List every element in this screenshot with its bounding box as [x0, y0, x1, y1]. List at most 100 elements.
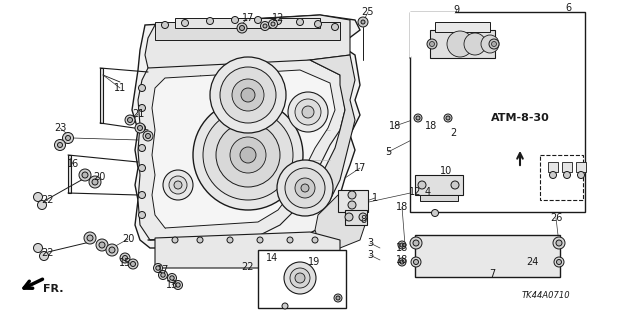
Text: 4: 4	[425, 187, 431, 197]
Circle shape	[161, 21, 168, 28]
Circle shape	[172, 237, 178, 243]
Circle shape	[54, 139, 65, 151]
Circle shape	[414, 114, 422, 122]
Text: 12: 12	[409, 187, 421, 197]
Text: 20: 20	[93, 172, 105, 182]
Circle shape	[400, 243, 404, 247]
Circle shape	[138, 191, 145, 198]
Polygon shape	[155, 232, 340, 268]
Circle shape	[128, 259, 138, 269]
Bar	[338, 190, 368, 212]
Circle shape	[275, 18, 282, 25]
Bar	[68, 155, 71, 193]
Circle shape	[345, 213, 353, 221]
Circle shape	[156, 266, 160, 270]
Circle shape	[106, 244, 118, 256]
Text: 11: 11	[114, 83, 126, 93]
Circle shape	[563, 172, 570, 179]
Circle shape	[240, 147, 256, 163]
Text: FR.: FR.	[43, 284, 63, 294]
Text: 16: 16	[67, 159, 79, 169]
Text: 21: 21	[132, 109, 144, 119]
Circle shape	[138, 105, 145, 112]
Circle shape	[447, 31, 473, 57]
Circle shape	[444, 114, 452, 122]
Circle shape	[489, 39, 499, 49]
Circle shape	[207, 18, 214, 25]
Circle shape	[232, 79, 264, 111]
Circle shape	[359, 213, 367, 221]
Circle shape	[332, 24, 339, 31]
Text: 19: 19	[308, 257, 320, 267]
Circle shape	[290, 268, 310, 288]
Circle shape	[58, 143, 63, 147]
Circle shape	[285, 168, 325, 208]
Circle shape	[431, 210, 438, 217]
Bar	[576, 162, 586, 172]
Circle shape	[263, 24, 267, 28]
Text: 24: 24	[526, 257, 538, 267]
Circle shape	[295, 99, 321, 125]
Bar	[410, 12, 585, 212]
Text: ATM-8-30: ATM-8-30	[491, 113, 549, 123]
Polygon shape	[410, 12, 456, 58]
Text: 17: 17	[354, 163, 366, 173]
Circle shape	[40, 251, 49, 261]
Circle shape	[411, 257, 421, 267]
Polygon shape	[132, 15, 360, 248]
Text: 3: 3	[367, 238, 373, 248]
Circle shape	[451, 181, 459, 189]
Polygon shape	[138, 60, 345, 240]
Bar	[562, 162, 572, 172]
Text: 12: 12	[272, 13, 284, 23]
Text: 23: 23	[54, 123, 66, 133]
Text: 10: 10	[440, 166, 452, 176]
Circle shape	[96, 239, 108, 251]
Circle shape	[138, 211, 145, 219]
Circle shape	[159, 271, 168, 279]
Circle shape	[410, 237, 422, 249]
Circle shape	[554, 257, 564, 267]
Circle shape	[550, 172, 557, 179]
Text: 5: 5	[385, 147, 391, 157]
Circle shape	[334, 294, 342, 302]
Circle shape	[348, 191, 356, 199]
Circle shape	[557, 259, 561, 264]
Bar	[258, 250, 346, 308]
Circle shape	[203, 110, 293, 200]
Circle shape	[282, 303, 288, 309]
Text: TK44A0710: TK44A0710	[522, 291, 570, 300]
Circle shape	[232, 17, 239, 24]
Circle shape	[361, 20, 365, 24]
Circle shape	[145, 133, 150, 138]
Circle shape	[260, 21, 269, 31]
Text: 17: 17	[157, 265, 169, 275]
Circle shape	[239, 26, 244, 31]
Circle shape	[127, 117, 132, 122]
Circle shape	[163, 170, 193, 200]
Bar	[420, 195, 458, 201]
Text: 1: 1	[372, 193, 378, 203]
Circle shape	[413, 259, 419, 264]
Circle shape	[82, 172, 88, 178]
Circle shape	[230, 137, 266, 173]
Circle shape	[227, 237, 233, 243]
Circle shape	[135, 123, 145, 133]
Circle shape	[446, 116, 450, 120]
Text: 18: 18	[396, 243, 408, 253]
Circle shape	[109, 247, 115, 253]
Circle shape	[99, 242, 105, 248]
Circle shape	[398, 258, 406, 266]
Circle shape	[348, 201, 356, 209]
Text: 3: 3	[367, 250, 373, 260]
Circle shape	[89, 176, 101, 188]
Bar	[415, 235, 560, 277]
Circle shape	[398, 241, 406, 249]
Bar	[415, 175, 463, 195]
Text: 18: 18	[425, 121, 437, 131]
Circle shape	[169, 176, 187, 194]
Polygon shape	[295, 55, 355, 215]
Text: 9: 9	[453, 5, 459, 15]
Circle shape	[553, 237, 565, 249]
Bar	[100, 68, 103, 123]
